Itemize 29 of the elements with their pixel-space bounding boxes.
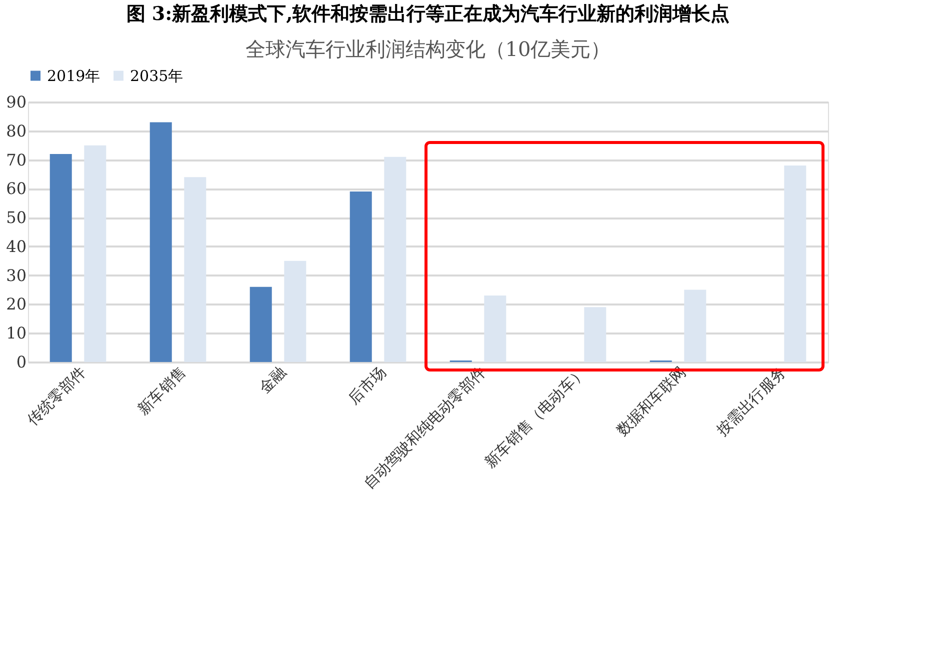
- y-tick-label: 50: [6, 208, 26, 228]
- legend-label: 2019年: [47, 66, 100, 85]
- y-tick-label: 90: [6, 92, 26, 112]
- bar: [484, 296, 506, 362]
- x-tick-label: 金融: [255, 363, 290, 398]
- bar: [384, 156, 406, 362]
- y-tick-label: 60: [6, 179, 26, 198]
- bar: [184, 177, 206, 362]
- bar: [350, 192, 372, 362]
- y-tick-label: 70: [6, 150, 26, 170]
- y-tick-label: 30: [6, 266, 26, 285]
- x-tick-label: 后市场: [344, 363, 390, 408]
- y-tick-label: 20: [6, 294, 26, 314]
- bar: [784, 166, 806, 362]
- y-tick-label: 10: [6, 324, 26, 343]
- bar: [150, 122, 172, 362]
- bar: [250, 286, 272, 362]
- chart-title: 图 3:新盈利模式下,软件和按需出行等正在成为汽车行业新的利润增长点: [126, 3, 730, 25]
- bar: [84, 145, 106, 362]
- bar: [584, 307, 606, 362]
- bar: [684, 290, 706, 362]
- legend-label: 2035年: [130, 66, 184, 85]
- bar: [284, 260, 306, 362]
- x-tick-label: 新车销售: [134, 363, 190, 418]
- bar: [50, 154, 72, 362]
- y-tick-label: 40: [6, 236, 26, 256]
- y-tick-label: 80: [6, 121, 26, 140]
- y-tick-label: 0: [16, 352, 26, 372]
- chart-subtitle: 全球汽车行业利润结构变化（10亿美元）: [245, 37, 611, 61]
